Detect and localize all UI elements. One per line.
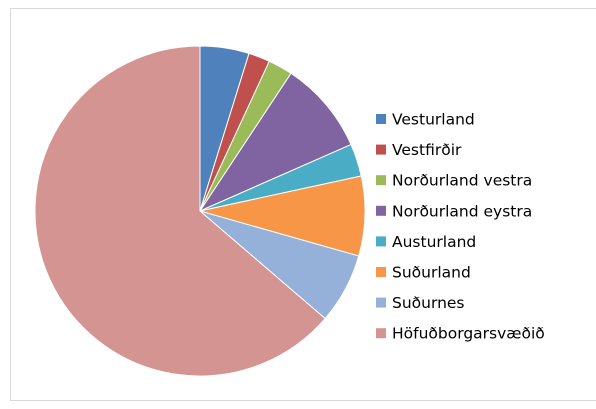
pie-slice xyxy=(198,72,352,213)
legend-swatch xyxy=(376,236,386,247)
legend-swatch xyxy=(376,205,386,216)
legend-swatch xyxy=(376,114,386,124)
legend-swatch xyxy=(376,297,386,308)
legend-swatch xyxy=(376,144,386,155)
legend-label: Vesturland xyxy=(392,111,475,129)
legend-label: Austurland xyxy=(392,233,476,251)
legend-label: Suðurland xyxy=(392,264,471,282)
legend-label: Höfuðborgarsvæðið xyxy=(392,325,545,343)
legend-label: Suðurnes xyxy=(392,294,465,312)
legend-label: Vestfirðir xyxy=(392,141,462,159)
legend-label: Norðurland vestra xyxy=(392,172,532,190)
pie-slice xyxy=(34,45,326,377)
legend-swatch xyxy=(376,328,386,339)
legend-label: Norðurland eystra xyxy=(392,202,532,220)
legend-swatch xyxy=(376,267,386,277)
legend-swatch xyxy=(376,175,386,186)
